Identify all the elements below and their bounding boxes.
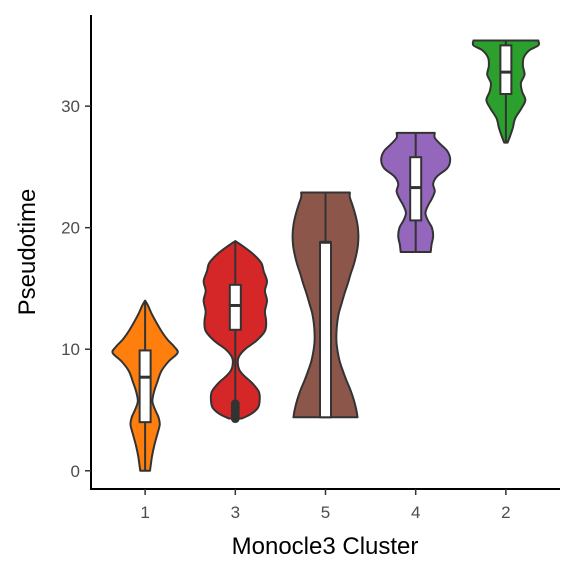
box-iqr	[499, 44, 513, 95]
y-tick-label: 30	[61, 97, 80, 116]
violin-cluster-1	[111, 299, 179, 472]
violin-cluster-4	[380, 131, 452, 253]
violin-cluster-5	[291, 191, 360, 419]
box-iqr	[319, 241, 332, 419]
outlier-point	[230, 399, 240, 409]
x-tick-label: 4	[411, 503, 420, 522]
x-tick-label: 5	[321, 503, 330, 522]
y-tick-label: 20	[61, 219, 80, 238]
x-tick-label: 2	[501, 503, 510, 522]
box-iqr	[138, 349, 152, 424]
violins-layer	[111, 39, 541, 472]
y-ticks: 0 10 20 30	[61, 97, 91, 481]
violin-cluster-3	[202, 240, 268, 424]
x-ticks: 1 3 5 4 2	[140, 489, 511, 522]
violin-cluster-2	[471, 39, 541, 144]
y-axis-title: Pseudotime	[14, 189, 41, 316]
x-axis-title: Monocle3 Cluster	[232, 533, 419, 560]
x-tick-label: 3	[231, 503, 240, 522]
y-tick-label: 10	[61, 340, 80, 359]
x-tick-label: 1	[140, 503, 149, 522]
y-tick-label: 0	[71, 462, 80, 481]
box-iqr	[228, 283, 242, 331]
